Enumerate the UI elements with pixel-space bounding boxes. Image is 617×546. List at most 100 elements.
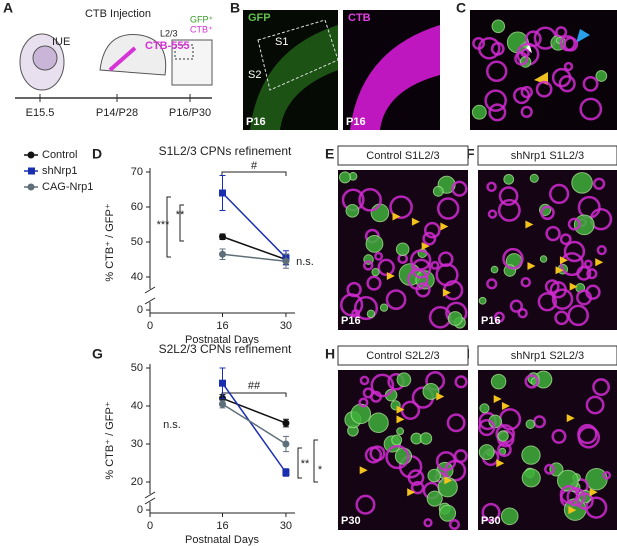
cell — [411, 258, 432, 279]
cell — [490, 265, 499, 274]
cell — [554, 310, 570, 326]
image-title: Control S2L2/3 — [366, 350, 439, 362]
y-tick-label: 0 — [137, 504, 143, 516]
y-tick-label: 60 — [131, 201, 143, 213]
cell — [422, 231, 437, 246]
region: S2 — [248, 69, 261, 81]
cell — [549, 183, 570, 205]
y-tick-label: 40 — [131, 271, 143, 283]
cell — [369, 445, 386, 462]
cell — [423, 221, 441, 239]
arrowhead — [392, 212, 401, 221]
arrowhead — [396, 405, 405, 414]
age: P16 — [346, 116, 366, 128]
cell — [358, 188, 382, 212]
legend-marker — [27, 151, 35, 159]
panel-label: H — [325, 346, 335, 362]
cell — [579, 97, 603, 121]
cell — [379, 303, 389, 312]
cell — [454, 375, 468, 389]
cell — [436, 197, 460, 220]
cell — [365, 234, 384, 253]
legend-marker — [28, 167, 35, 175]
cell — [521, 445, 541, 465]
cell — [563, 240, 586, 263]
timepoint: P14/P28 — [96, 107, 138, 119]
cell — [437, 477, 458, 498]
y-tick-label: 40 — [131, 400, 143, 412]
point — [282, 257, 290, 265]
arrowhead — [396, 415, 405, 424]
cell — [585, 467, 608, 491]
cell — [481, 502, 501, 522]
cell — [439, 504, 457, 522]
cell — [432, 185, 444, 197]
cell — [430, 260, 440, 270]
cell — [410, 480, 425, 495]
x-axis-label: Postnatal Days — [185, 534, 259, 546]
cell — [566, 487, 586, 507]
cell — [595, 70, 608, 82]
cell — [537, 292, 557, 312]
cell — [539, 255, 548, 263]
cell — [385, 444, 410, 470]
cell — [486, 181, 497, 193]
cell — [517, 308, 528, 319]
panel-label: G — [92, 346, 103, 362]
y-tick-label: 50 — [131, 236, 143, 248]
cell — [551, 428, 567, 444]
arrowhead — [501, 401, 510, 410]
image-title: Control S1L2/3 — [366, 150, 439, 162]
cell — [471, 104, 487, 120]
legend-label: shNrp1 — [42, 165, 77, 177]
cell — [422, 382, 440, 400]
arrowhead — [568, 506, 577, 515]
panel-label: D — [92, 146, 102, 162]
image-title-box — [337, 145, 469, 166]
cell — [557, 469, 579, 492]
axis-break — [144, 286, 156, 294]
cell — [559, 35, 576, 52]
point — [282, 440, 290, 448]
annotation: * — [318, 464, 323, 476]
cell — [478, 419, 496, 437]
point — [219, 233, 226, 241]
cell — [389, 195, 413, 219]
cell — [427, 468, 441, 483]
cell — [374, 251, 383, 261]
image-title: shNrp1 S2L2/3 — [511, 350, 584, 362]
panel-label: F — [466, 146, 475, 162]
cell — [407, 268, 429, 291]
cell — [544, 463, 555, 475]
point — [219, 189, 226, 197]
arrowhead — [559, 256, 568, 265]
cell — [586, 268, 598, 280]
legend-label: Control — [42, 149, 77, 161]
point — [219, 400, 226, 408]
panel-label: C — [456, 0, 466, 16]
bracket — [179, 204, 184, 242]
cell — [567, 304, 590, 327]
cell — [585, 395, 605, 415]
cell — [358, 397, 369, 408]
cell — [509, 299, 524, 313]
arrowhead — [493, 394, 502, 403]
legend-label: CAG-Nrp1 — [42, 181, 93, 193]
cell — [602, 471, 612, 480]
cell — [447, 311, 463, 326]
x-tick-label: 16 — [216, 520, 228, 532]
schematic — [15, 33, 213, 102]
cell — [479, 403, 490, 414]
cell — [582, 75, 599, 92]
annotation: n.s. — [296, 256, 314, 268]
cell — [500, 507, 519, 526]
cell — [350, 403, 372, 425]
cell — [486, 278, 498, 290]
x-tick-label: 0 — [147, 320, 153, 332]
cell — [545, 225, 561, 242]
cell — [369, 390, 383, 403]
chart-title: S1L2/3 CPNs refinement — [159, 144, 292, 158]
age: P16 — [481, 315, 501, 327]
cell — [478, 444, 495, 461]
